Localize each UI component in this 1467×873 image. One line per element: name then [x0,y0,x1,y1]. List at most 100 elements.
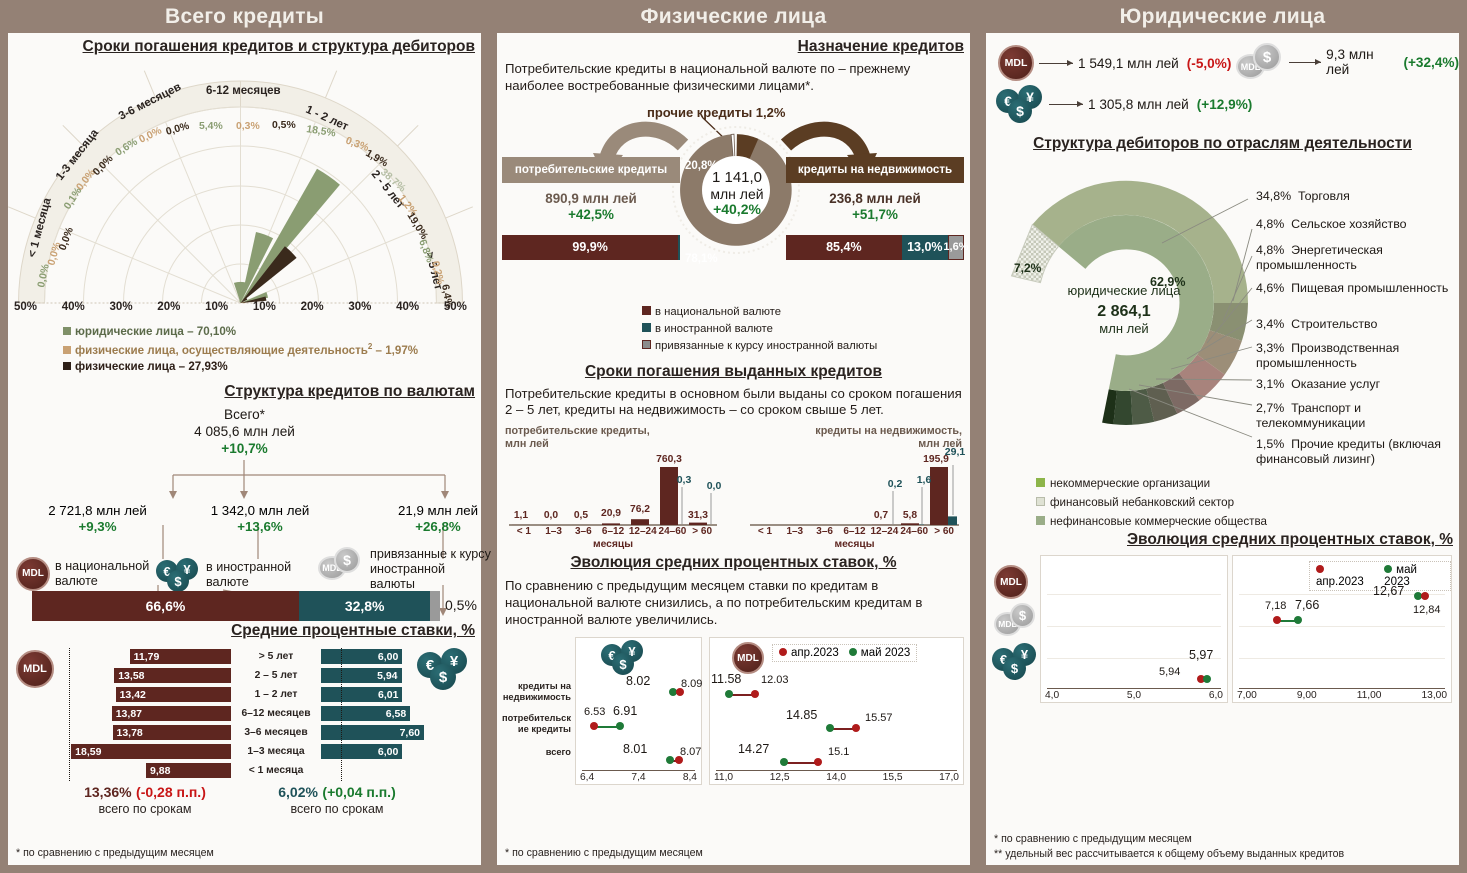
sector-pct: 4,6% [1256,281,1285,295]
stack-segment-mdl: 99,9% [502,234,679,260]
consumer-stacked-bar: 99,9% [502,234,680,260]
currency-branch-mdl: 2 721,8 млн лей +9,3% [30,503,165,535]
sector-name: Сельское хозяйство [1291,217,1407,231]
legend-label: юридические лица – 70,10% [75,325,237,338]
svg-text:76,2: 76,2 [630,504,650,515]
column-individuals: Физические лица Назначение кредитов Потр… [489,0,978,873]
donut-slice-label-consumer: 78,1% [685,253,718,265]
legend-item-legal: юридические лица – 70,10% [63,324,481,341]
realestate-xlabel: месяцы [834,539,875,551]
dot-apr-icon [1316,565,1324,573]
purpose-section-title: Назначение кредитов [797,38,964,55]
mdl-coin-icon: MDL [994,565,1028,599]
dp-value-apr: 15.1 [828,746,850,759]
sunburst-center: юридические лица 2 864,1 млн лей [1054,283,1194,336]
legend-may: май 2023 [1384,564,1444,588]
cat: 12–24 [628,526,657,538]
dot-may [1294,616,1302,624]
svg-text:760,3: 760,3 [656,454,682,465]
tick: 14,0 [826,772,847,784]
svg-text:1,1: 1,1 [514,510,529,521]
tick: 11,00 [1356,690,1382,701]
dp-ticks-legal-mdl: 7,00 9,00 11,00 13,00 [1237,690,1447,701]
realestate-chart-title: кредиты на недвижимость, млн лей [815,425,962,451]
kpi-change: (+32,4%) [1403,54,1459,70]
mdl-coin-icon: MDL [998,45,1034,81]
axis-tick: 30% [109,301,133,313]
svg-text:29,1: 29,1 [945,446,966,458]
rate-bar-mdl-cell: 11,79 [59,649,231,665]
mdl-coin-icon: MDL [16,650,54,689]
cat: 12–24 [870,526,899,538]
cat: < 1 [516,526,531,538]
dp-connector [596,726,618,729]
cat: < 1 [757,526,773,538]
dp-value-apr: 12,84 [1413,604,1441,616]
rate-bar-fx: 6,58 [321,706,411,722]
svg-text:31,3: 31,3 [688,510,708,521]
dp-value-apr: 6.53 [584,706,606,719]
dp-value-may: 11.58 [711,672,742,687]
forex-coins-icon: € ¥ $ [156,557,202,593]
legend-item-individuals: физические лица – 27,93% [63,359,481,376]
legend-swatch-icon [63,362,71,371]
svg-text:0,0: 0,0 [707,480,722,492]
currency-total-change: +10,7% [221,441,268,457]
panel-legal: MDL 1 549,1 млн лей (-5,0%) MDL $ 9,3 мл… [986,33,1459,865]
legend-item-pegged: привязанные к курсу иностранной валюты [642,338,970,355]
column-total-loans: Всего кредиты Сроки погашения кредитов и… [0,0,491,873]
purpose-text: Потребительские кредиты в национальной в… [505,61,911,93]
sector-pct: 3,1% [1256,377,1285,391]
mid-rates-text: По сравнению с предыдущим месяцем ставки… [505,578,923,628]
stack-segment-fx [678,234,680,260]
legend-label: май 2023 [860,647,911,660]
kpi-change: (+12,9%) [1196,96,1253,112]
dp-connector [1279,620,1296,622]
legend-swatch-icon [642,322,651,332]
footnote-legal-1: * по сравнению с предыдущим месяцем [994,833,1192,845]
sector-name: Оказание услуг [1291,377,1381,391]
sector-pct: 3,3% [1256,341,1285,355]
inner-ring-label-nonfinancial: 62,9% [1150,275,1186,289]
rate-bar-fx: 6,00 [321,649,403,665]
legend-item-nonfinancial: нефинансовые коммерческие общества [1036,513,1267,532]
rates-butterfly-chart: MDL € ¥ $ 11,79 > 5 лет 6,00 13,58 2 – 5 лет… [8,648,481,816]
cat: 24–60 [658,526,687,538]
dotbox-legal-mdl: апр.2023 май 2023 12,67 12,84 7,18 7,66 … [1232,555,1452,703]
rate-bar-mdl-cell: 13,78 [59,725,231,741]
legend-may: май 2023 [848,647,911,660]
inner-ring-label-financial: 7,2% [1014,261,1042,275]
stack-segment-pegged [430,591,440,622]
dot-may-icon [1384,565,1393,573]
footnote-legal-2: ** удельный вес рассчитывается к общему … [994,848,1345,860]
sector-name: Энергетическая промышленность [1256,243,1383,272]
dp-row-label: кредиты на недвижимость [502,681,571,702]
dp-row-label: потребительск ие кредиты [502,713,571,734]
stack-segment-fx: 13,0% [901,234,948,260]
svg-text:195,9: 195,9 [923,454,949,465]
tick: 13,00 [1421,690,1448,701]
panel-total: Сроки погашения кредитов и структура деб… [8,33,491,865]
svg-text:0,5: 0,5 [574,510,589,521]
dp-axis [1239,688,1445,689]
dp-connector [786,762,816,765]
svg-text:6,4%: 6,4% [439,284,454,308]
dot-apr [1197,675,1205,683]
leaf-pegged: MDL $ привязанные к курсу иностранной ва… [318,547,493,592]
axis-tick: 10% [205,301,229,313]
legal-kpis: MDL 1 549,1 млн лей (-5,0%) MDL $ 9,3 мл… [986,43,1459,133]
dp-value-apr: 7,18 [1265,600,1287,612]
svg-text:0,5%: 0,5% [272,120,296,131]
realestate-categories: < 1 1–3 3–6 6–12 12–24 24–60 > 60 [750,526,959,537]
footnote-middle: * по сравнению с предыдущим месяцем [505,847,703,859]
dot-apr [675,756,683,765]
sector-pct: 3,4% [1256,317,1285,331]
dot-apr [1273,616,1281,624]
legend-swatch-icon [642,339,651,349]
rate-bar-fx-cell: 7,60 [321,725,443,741]
fx-total-block: 6,02% (+0,04 п.п.) всего по срокам [231,784,443,816]
consumer-xlabel: месяцы [592,539,634,551]
dp-value-apr: 8.07 [680,746,702,759]
stack-segment-mdl: 85,4% [786,234,902,260]
dp-value-may: 5,97 [1189,648,1214,662]
